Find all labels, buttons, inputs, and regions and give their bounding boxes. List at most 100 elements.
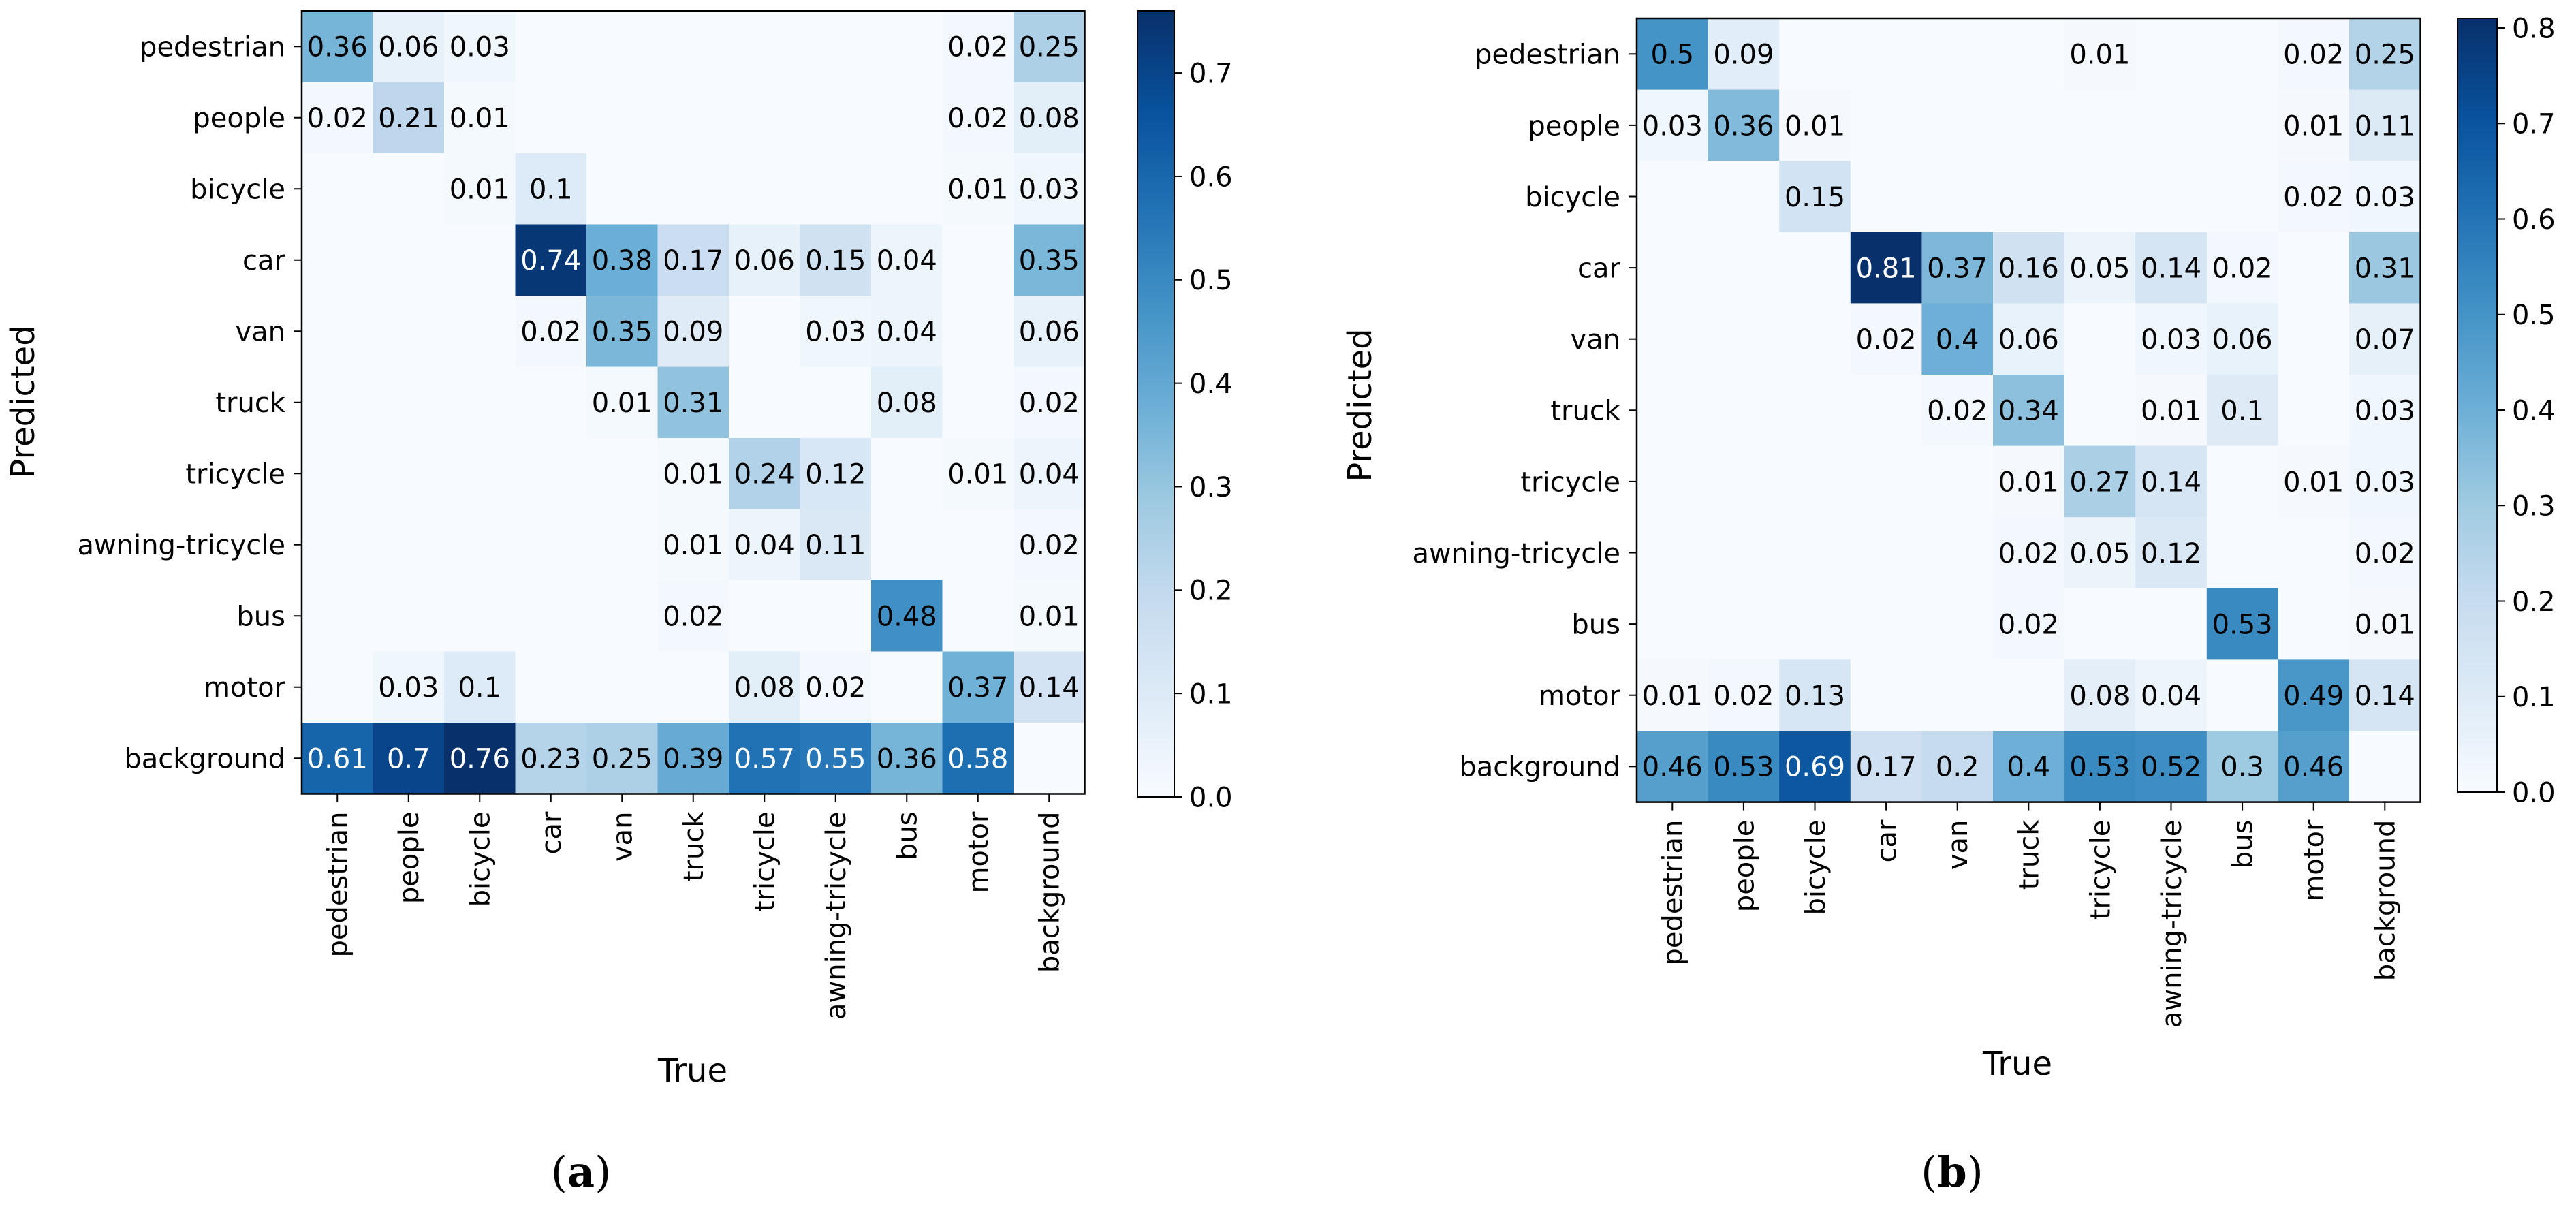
heatmap-cell-awning-tricycle-awning-tricycle — [2135, 517, 2208, 589]
y-tick-label-motor: motor — [204, 672, 286, 704]
heatmap-cell-bicycle-motor — [942, 153, 1014, 225]
heatmap-cell-truck-tricycle — [2064, 375, 2136, 447]
cell-value-label-people-pedestrian: 0.02 — [307, 103, 368, 134]
y-tick-label-pedestrian: pedestrian — [1475, 40, 1620, 71]
heatmap-cell-awning-tricycle-truck — [1993, 517, 2065, 589]
x-tick-label-car: car — [536, 811, 567, 855]
heatmap-cell-awning-tricycle-people — [373, 509, 445, 581]
heatmap-cell-motor-awning-tricycle — [800, 651, 872, 723]
cell-value-label-car-background: 0.35 — [1019, 245, 1080, 277]
heatmap-cell-bus-tricycle — [2064, 588, 2136, 660]
heatmap-cell-bus-bus — [2206, 588, 2278, 660]
colorbar-tick-label: 0.6 — [1189, 161, 1233, 193]
heatmap-cell-motor-background — [2349, 659, 2421, 732]
cell-value-label-background-pedestrian: 0.46 — [1642, 752, 1703, 783]
heatmap-cell-awning-tricycle-background — [1014, 509, 1086, 581]
heatmap-cell-car-pedestrian — [302, 224, 374, 296]
heatmap-cell-background-people — [1708, 731, 1780, 803]
heatmap-cell-tricycle-motor — [2278, 445, 2350, 518]
heatmap-cell-bus-people — [1708, 588, 1780, 660]
heatmap-cell-motor-truck — [1993, 659, 2065, 732]
cell-value-label-truck-background: 0.02 — [1019, 388, 1080, 419]
cell-value-label-car-bus: 0.02 — [2212, 253, 2273, 285]
y-tick-label-tricycle: tricycle — [1520, 467, 1620, 498]
cell-value-label-people-bicycle: 0.01 — [1785, 110, 1845, 142]
heatmap-a: 0.36 0.06 0.03 0.02 0.25 0.02 0.21 0.01 0.02 0.08… — [4, 10, 1233, 1197]
heatmap-cell-motor-motor — [942, 651, 1014, 723]
cell-value-label-bicycle-car: 0.1 — [529, 174, 573, 206]
colorbar-tick-label: 0.4 — [2512, 395, 2556, 426]
y-tick-label-bus: bus — [1571, 610, 1620, 641]
cell-value-label-car-background: 0.31 — [2355, 253, 2415, 285]
heatmap-cell-truck-car — [515, 366, 587, 439]
heatmap-cell-people-awning-tricycle — [800, 82, 872, 154]
cell-value-label-motor-tricycle: 0.08 — [734, 672, 795, 704]
heatmap-cell-truck-awning-tricycle — [2135, 375, 2208, 447]
cell-value-label-truck-bus: 0.1 — [2220, 396, 2264, 427]
heatmap-cell-awning-tricycle-car — [1850, 517, 1922, 589]
cell-value-label-background-bus: 0.36 — [877, 744, 937, 775]
cell-value-label-motor-bicycle: 0.13 — [1785, 680, 1845, 712]
heatmap-cell-bicycle-pedestrian — [302, 153, 374, 225]
cell-value-label-background-awning-tricycle: 0.55 — [805, 744, 866, 775]
heatmap-cell-motor-motor — [2278, 659, 2350, 732]
heatmap-cell-car-truck — [657, 224, 729, 296]
heatmap-cell-bus-background — [1014, 580, 1086, 653]
cell-value-label-bus-bus: 0.53 — [2212, 610, 2273, 641]
cell-value-label-bicycle-motor: 0.02 — [2283, 182, 2344, 213]
y-tick-label-bus: bus — [236, 601, 285, 633]
caption-close-paren: ) — [595, 1147, 611, 1197]
y-tick-label-bicycle: bicycle — [1525, 182, 1620, 213]
cell-value-label-background-bus: 0.3 — [2220, 752, 2264, 783]
cell-value-label-people-people: 0.36 — [1713, 110, 1774, 142]
heatmap-cell-pedestrian-van — [1921, 18, 1994, 91]
colorbar-tick-label: 0.7 — [1189, 59, 1233, 90]
heatmap-cell-background-van — [1921, 731, 1994, 803]
heatmap-cell-car-bus — [871, 224, 943, 296]
cell-value-label-bus-background: 0.01 — [1019, 601, 1080, 633]
y-axis-title: Predicted — [1341, 328, 1379, 482]
heatmap-cell-tricycle-bicycle — [1779, 445, 1851, 518]
heatmap-cell-truck-pedestrian — [302, 366, 374, 439]
heatmap-cell-van-bicycle — [444, 296, 516, 368]
cell-value-label-motor-pedestrian: 0.01 — [1642, 680, 1703, 712]
heatmap-cell-truck-people — [373, 366, 445, 439]
cell-value-label-bus-truck: 0.02 — [663, 601, 723, 633]
cell-value-label-people-background: 0.08 — [1019, 103, 1080, 134]
cell-value-label-tricycle-background: 0.04 — [1019, 459, 1080, 490]
cell-value-label-van-awning-tricycle: 0.03 — [2141, 324, 2201, 356]
cell-value-label-background-tricycle: 0.53 — [2069, 752, 2130, 783]
cell-value-label-van-car: 0.02 — [520, 317, 581, 348]
x-tick-label-bus: bus — [2228, 820, 2259, 869]
heatmap-cell-bicycle-van — [1921, 161, 1994, 233]
heatmap-cell-bicycle-car — [515, 153, 587, 225]
heatmap-cell-pedestrian-truck — [657, 11, 729, 83]
cell-value-label-background-car: 0.17 — [1856, 752, 1917, 783]
cell-value-label-van-van: 0.35 — [592, 317, 653, 348]
cell-value-label-truck-truck: 0.31 — [663, 388, 723, 419]
x-tick-label-truck: truck — [2014, 819, 2045, 890]
heatmap-cell-car-people — [373, 224, 445, 296]
heatmap-cell-truck-bicycle — [444, 366, 516, 439]
cell-value-label-tricycle-awning-tricycle: 0.14 — [2141, 467, 2201, 498]
x-tick-label-motor: motor — [2299, 819, 2330, 902]
heatmap-cell-people-motor — [2278, 89, 2350, 161]
heatmap-cell-people-people — [1708, 89, 1780, 161]
cell-value-label-van-car: 0.02 — [1856, 324, 1917, 356]
cell-value-label-truck-van: 0.01 — [592, 388, 653, 419]
heatmap-cell-awning-tricycle-bicycle — [1779, 517, 1851, 589]
heatmap-cell-bicycle-bus — [871, 153, 943, 225]
cell-value-label-car-bus: 0.04 — [877, 245, 937, 277]
heatmap-cell-van-awning-tricycle — [800, 296, 872, 368]
cell-value-label-pedestrian-bicycle: 0.03 — [450, 32, 510, 63]
cell-value-label-awning-tricycle-truck: 0.02 — [1998, 538, 2059, 569]
heatmap-cell-pedestrian-awning-tricycle — [800, 11, 872, 83]
heatmap-cell-pedestrian-bicycle — [1779, 18, 1851, 91]
x-tick-label-tricycle: tricycle — [2085, 820, 2116, 920]
cell-value-label-motor-background: 0.14 — [1019, 672, 1080, 704]
cell-value-label-bus-truck: 0.02 — [1998, 610, 2059, 641]
heatmap-cell-tricycle-people — [1708, 445, 1780, 518]
heatmap-cell-bicycle-truck — [1993, 161, 2065, 233]
heatmap-cell-pedestrian-pedestrian — [302, 11, 374, 83]
heatmap-cell-van-truck — [657, 296, 729, 368]
